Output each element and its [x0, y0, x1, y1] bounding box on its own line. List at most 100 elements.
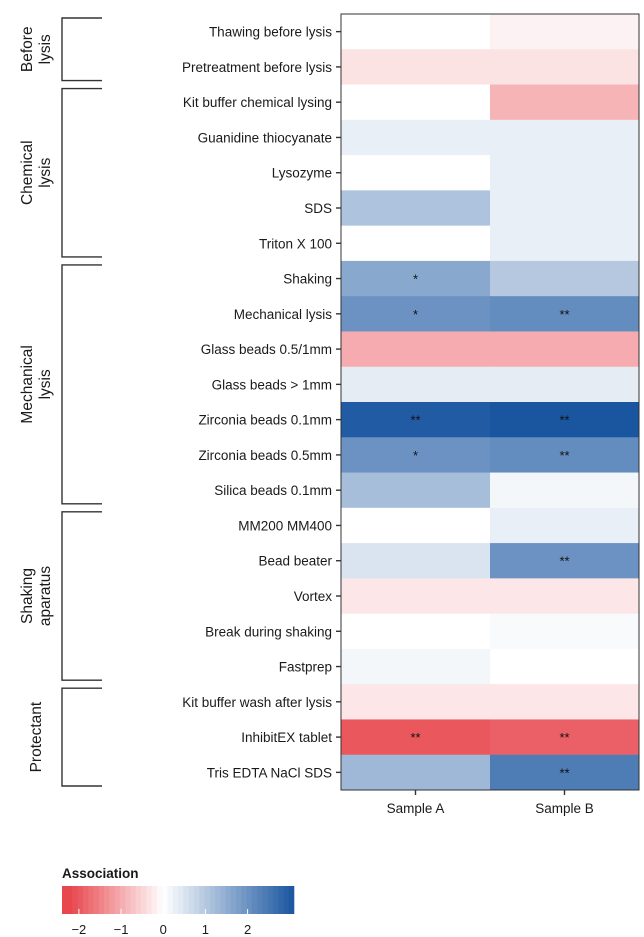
heatmap-cell [490, 437, 640, 474]
legend-swatch [262, 886, 268, 914]
group-label: Mechanical [19, 345, 36, 423]
legend-swatch [241, 886, 247, 914]
row-label: Tris EDTA NaCl SDS [207, 765, 332, 780]
legend-swatch [178, 886, 184, 914]
legend-swatch [257, 886, 263, 914]
row-label: Kit buffer wash after lysis [182, 695, 332, 710]
significance-marker: * [413, 448, 418, 463]
legend-swatch [125, 886, 131, 914]
row-label: Thawing before lysis [209, 25, 332, 40]
significance-marker: ** [410, 730, 420, 745]
significance-marker: ** [559, 413, 569, 428]
legend-swatch [114, 886, 121, 914]
heatmap-cell [490, 402, 640, 438]
group-label: Protectant [28, 701, 45, 772]
significance-marker: * [413, 307, 418, 322]
legend-swatch [288, 886, 295, 914]
legend-swatch [109, 886, 116, 914]
heatmap-cell [490, 578, 640, 615]
group-label: Chemical [19, 140, 36, 205]
legend-swatch [98, 886, 105, 914]
legend-swatch [225, 886, 232, 914]
legend-swatch [188, 886, 195, 914]
group-bracket [61, 687, 102, 787]
row-label: Vortex [294, 589, 333, 604]
heatmap-cell [341, 578, 491, 615]
heatmap-cell [490, 260, 640, 297]
heatmap-cell [490, 296, 640, 332]
legend-tick-label: 1 [202, 922, 209, 937]
heatmap-cell [490, 14, 640, 50]
row-axis: Thawing before lysis Pretreatment before … [182, 25, 341, 780]
heatmap-cell [490, 366, 640, 403]
column-label: Sample B [535, 801, 594, 816]
column-label: Sample A [387, 801, 445, 816]
heatmap-cell [341, 296, 491, 332]
legend: Association −2 −1 0 1 2 [62, 866, 295, 937]
row-label: InhibitEX tablet [241, 730, 332, 745]
heatmap-cell [341, 119, 491, 156]
legend-swatch [272, 886, 279, 914]
legend-swatch [251, 886, 258, 914]
legend-swatch [278, 886, 284, 914]
heatmap-cell [490, 190, 640, 227]
legend-swatch [162, 886, 168, 914]
heatmap-cell [341, 84, 491, 121]
legend-swatch [120, 886, 126, 914]
heatmap-cell [341, 260, 491, 297]
heatmap-cell [490, 84, 640, 121]
legend-tick-label: 0 [160, 922, 167, 937]
group-label: lysis [37, 34, 54, 64]
legend-swatch [93, 886, 100, 914]
legend-swatch [283, 886, 290, 914]
significance-marker: ** [559, 448, 569, 463]
significance-marker: ** [559, 554, 569, 569]
significance-marker: ** [559, 765, 569, 780]
legend-swatch [220, 886, 226, 914]
row-label: Glass beads 0.5/1mm [201, 342, 332, 357]
legend-swatch [167, 886, 174, 914]
row-label: Triton X 100 [259, 236, 332, 251]
legend-swatch [62, 886, 68, 914]
heatmap-cell [341, 402, 491, 438]
legend-swatch [214, 886, 221, 914]
row-label: SDS [304, 201, 332, 216]
heatmap-cell [341, 155, 491, 191]
legend-title: Association [62, 866, 139, 881]
group-bracket [61, 17, 102, 82]
legend-swatch [230, 886, 237, 914]
heatmap-cell [341, 719, 491, 756]
heatmap-cell [490, 648, 640, 685]
legend-swatch [135, 886, 142, 914]
heatmap-cell [341, 14, 491, 50]
legend-tick-label: −1 [114, 922, 129, 937]
group-label: aparatus [37, 566, 54, 627]
heatmap-cell [490, 754, 640, 791]
row-label: Zirconia beads 0.5mm [198, 448, 332, 463]
heatmap-cell [490, 331, 640, 368]
legend-swatch [183, 886, 189, 914]
heatmap-cell [490, 49, 640, 86]
legend-swatch [246, 886, 253, 914]
group-bracket [61, 264, 102, 505]
significance-markers: ** **** *** ****** **** [410, 272, 569, 781]
legend-swatch [236, 886, 242, 914]
group-bracket [61, 511, 102, 681]
significance-marker: ** [559, 307, 569, 322]
heatmap-cell [341, 472, 491, 509]
legend-swatch [267, 886, 274, 914]
heatmap-cell [490, 507, 640, 544]
row-label: Zirconia beads 0.1mm [198, 413, 332, 428]
row-label: Silica beads 0.1mm [214, 483, 332, 498]
legend-swatch [199, 886, 205, 914]
legend-swatch [77, 886, 84, 914]
group-label: lysis [37, 157, 54, 187]
row-label: Guanidine thiocyanate [198, 130, 332, 145]
heatmap-cell [341, 331, 491, 368]
heatmap-cell [490, 613, 640, 650]
heatmap-cell [341, 507, 491, 544]
legend-tick-label: 2 [244, 922, 251, 937]
legend-swatch [209, 886, 216, 914]
